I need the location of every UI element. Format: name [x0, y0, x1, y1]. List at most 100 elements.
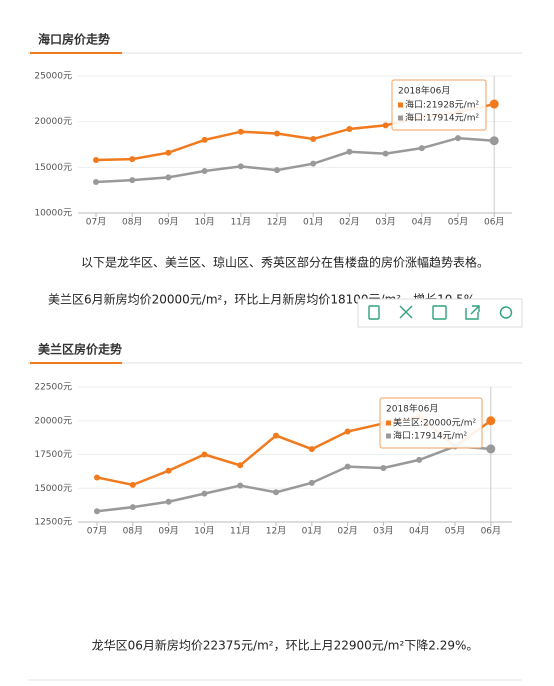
point [201, 490, 208, 497]
point [382, 150, 389, 157]
point [273, 432, 279, 439]
point [165, 149, 172, 156]
x-tick-label: 03月 [375, 217, 395, 228]
point [237, 482, 244, 489]
point [344, 463, 351, 470]
x-tick-label: 09月 [158, 526, 178, 537]
tooltip-bullet [386, 433, 391, 439]
tooltip-title: 2018年06月 [398, 85, 450, 97]
point [308, 479, 315, 486]
point [486, 444, 496, 454]
toolbar [357, 298, 523, 328]
point [93, 178, 99, 185]
toolbar-bg [357, 298, 523, 328]
point [165, 467, 172, 474]
y-tick-label: 15000元 [34, 163, 72, 173]
series-line [96, 445, 491, 513]
point [346, 125, 353, 132]
point [380, 465, 387, 471]
point [201, 136, 208, 143]
point [129, 481, 136, 488]
tooltip-line: 海口:17914元/m² [405, 112, 479, 124]
point [201, 167, 208, 174]
tooltip-bullet [398, 102, 403, 108]
point [237, 128, 244, 135]
point [129, 177, 136, 184]
x-tick-label: 02月 [337, 526, 357, 537]
point [94, 508, 100, 515]
x-tick-label: 06月 [481, 526, 501, 537]
x-tick-label: 07月 [87, 526, 107, 537]
x-tick-label: 03月 [373, 526, 393, 537]
point [308, 446, 315, 453]
tool-icon[interactable] [499, 306, 513, 319]
x-tick-label: 01月 [302, 526, 322, 537]
tooltip [379, 397, 483, 449]
x-tick-label: 04月 [412, 217, 432, 228]
tooltip-bullet [386, 420, 391, 426]
point [346, 148, 353, 155]
point [165, 174, 172, 181]
x-tick-label: 05月 [448, 217, 468, 228]
series-line [95, 136, 495, 184]
x-tick-label: 11月 [231, 217, 251, 228]
tool-icon[interactable] [368, 305, 380, 320]
x-tick-label: 12月 [267, 217, 287, 228]
point [489, 99, 499, 109]
y-tick-label: 22500元 [34, 383, 72, 393]
tooltip [391, 79, 487, 131]
y-tick-label: 25000元 [34, 72, 72, 82]
x-tick-label: 07月 [86, 217, 106, 228]
x-tick-label: 10月 [194, 217, 214, 228]
x-tick-label: 01月 [303, 217, 323, 228]
tool-icon[interactable] [465, 305, 480, 320]
tooltip-bullet [398, 115, 403, 121]
y-tick-label: 17500元 [34, 450, 72, 460]
y-tick-label: 20000元 [34, 416, 72, 426]
tooltip-line: 海口:17914元/m² [393, 430, 467, 442]
x-tick-label: 09月 [158, 217, 178, 228]
x-tick-label: 05月 [445, 526, 465, 537]
x-tick-label: 11月 [230, 526, 250, 537]
x-tick-label: 06月 [484, 217, 504, 228]
paragraph: 龙华区06月新房均价22375元/m²，环比上月22900元/m²下降2.29%… [92, 638, 479, 653]
x-tick-label: 10月 [194, 526, 214, 537]
tooltip-line: 海口:21928元/m² [405, 99, 479, 111]
tooltip-title: 2018年06月 [386, 403, 438, 415]
point [165, 498, 172, 505]
point [201, 451, 208, 458]
point [129, 504, 136, 511]
x-tick-label: 12月 [266, 526, 286, 537]
x-tick-label: 04月 [409, 526, 429, 537]
paragraph: 以下是龙华区、美兰区、琼山区、秀英区部分在售楼盘的房价涨幅趋势表格。 [81, 255, 489, 270]
point [274, 167, 280, 174]
point [237, 163, 244, 170]
y-tick-label: 12500元 [34, 518, 72, 528]
point [310, 160, 317, 167]
x-tick-label: 08月 [122, 217, 142, 228]
y-tick-label: 15000元 [34, 484, 72, 494]
point [274, 130, 280, 137]
point [93, 157, 99, 164]
point [455, 135, 461, 142]
y-tick-label: 20000元 [34, 117, 72, 127]
point [489, 136, 499, 146]
point [382, 122, 389, 129]
y-tick-label: 10000元 [34, 209, 72, 219]
chart-title: 美兰区房价走势 [38, 342, 122, 357]
x-tick-label: 08月 [123, 526, 143, 537]
point [237, 462, 244, 469]
chart-title: 海口房价走势 [38, 32, 110, 47]
point [129, 156, 136, 163]
point [94, 474, 100, 481]
tooltip-line: 美兰区:20000元/m² [393, 417, 476, 429]
tool-icon[interactable] [432, 305, 447, 320]
point [416, 456, 423, 463]
point [418, 145, 425, 152]
tool-icon[interactable] [399, 305, 413, 319]
x-tick-label: 02月 [339, 217, 359, 228]
point [310, 136, 317, 143]
point [486, 416, 496, 426]
